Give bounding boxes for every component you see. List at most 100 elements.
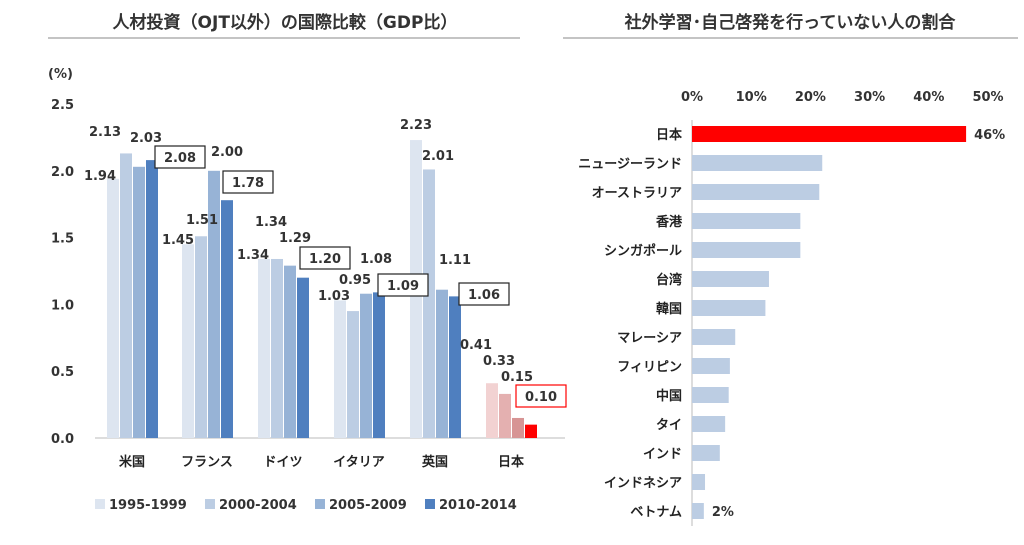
left-bar: [120, 153, 132, 438]
right-bar: [692, 155, 823, 171]
right-category-label: インドネシア: [604, 476, 682, 491]
right-bar: [692, 126, 967, 142]
left-value-labels: 1.94 2.13 2.032.08 1.45 1.51 2.00 1.78 1.34 1.34…: [84, 118, 567, 408]
right-category-label: タイ: [656, 418, 682, 433]
legend-swatch: [425, 499, 435, 509]
right-category-label: マレーシア: [617, 331, 682, 346]
right-bar: [692, 358, 730, 374]
right-value-label: 2%: [712, 505, 734, 520]
legend-label: 2000-2004: [219, 498, 297, 513]
right-bar: [692, 445, 720, 461]
left-bar: [499, 393, 511, 438]
left-value-label: 1.94: [84, 169, 116, 184]
left-value-label: 1.34: [237, 248, 269, 263]
right-bar: [692, 387, 729, 403]
right-category-label: 日本: [656, 127, 682, 143]
left-value-box: [458, 282, 510, 306]
left-value-label: 2.13: [89, 125, 121, 140]
right-x-tick: 20%: [795, 90, 826, 105]
right-x-tick: 10%: [736, 90, 767, 105]
right-category-label: 香港: [655, 214, 683, 230]
left-bar: [360, 293, 372, 438]
right-x-tick: 0%: [681, 90, 703, 105]
right-category-label: ベトナム: [630, 505, 682, 520]
right-x-tick: 40%: [913, 90, 944, 105]
legend-label: 2010-2014: [439, 498, 517, 513]
right-x-tick: 50%: [972, 90, 1003, 105]
left-bar: [195, 236, 207, 438]
left-bar: [423, 169, 435, 439]
left-bar: [258, 258, 270, 438]
right-bar: [692, 503, 704, 519]
left-value-label: 1.51: [186, 213, 218, 228]
right-bar: [692, 213, 801, 229]
left-category-label: 米国: [119, 454, 145, 470]
right-category-label: 中国: [656, 388, 682, 404]
right-bar: [692, 474, 706, 490]
left-value-box: [222, 170, 274, 194]
left-value-box: [154, 145, 206, 169]
left-value-box: [515, 384, 567, 408]
right-bar: [692, 184, 820, 200]
left-category-label: 英国: [421, 454, 448, 470]
left-value-label: 0.41: [460, 338, 492, 353]
left-chart-title: 人材投資（OJT以外）の国際比較（GDP比）: [113, 12, 458, 33]
left-bar: [334, 300, 346, 438]
left-value-label: 1.06: [468, 288, 500, 303]
left-value-label: 1.09: [387, 279, 419, 294]
left-category-labels: 米国 フランス ドイツ イタリア 英国 日本: [119, 454, 524, 470]
left-category-label: イタリア: [333, 455, 384, 470]
right-category-label: 韓国: [656, 301, 682, 317]
left-value-label: 0.10: [525, 390, 557, 405]
left-y-unit: (%): [48, 67, 73, 82]
left-value-box: [299, 246, 351, 270]
right-value-labels: 46% 2%: [712, 128, 1005, 520]
left-value-label: 1.03: [318, 289, 350, 304]
right-bar: [692, 242, 801, 258]
left-value-label: 1.29: [279, 231, 311, 246]
right-x-ticks: 0% 10% 20% 30% 40% 50%: [681, 90, 1004, 105]
left-y-tick: 1.5: [51, 232, 74, 247]
left-value-box: [377, 273, 429, 297]
right-bar: [692, 416, 726, 432]
left-bar: [271, 258, 283, 438]
legend-swatch: [95, 499, 105, 509]
right-bar: [692, 329, 736, 345]
left-value-label: 1.45: [162, 233, 194, 248]
left-value-label: 0.95: [339, 273, 371, 288]
left-bar: [373, 292, 385, 438]
left-value-label: 2.01: [422, 149, 454, 164]
left-y-tick: 0.0: [51, 432, 74, 447]
legend-label: 1995-1999: [109, 498, 187, 513]
left-bar: [486, 383, 498, 438]
right-category-label: オーストラリア: [592, 186, 682, 201]
left-bar: [449, 296, 461, 438]
left-bar: [133, 166, 145, 439]
left-y-tick: 0.5: [51, 365, 74, 380]
left-value-label: 1.11: [439, 253, 471, 268]
right-category-label: インド: [643, 447, 682, 462]
left-value-label: 0.15: [501, 370, 533, 385]
right-chart-title: 社外学習･自己啓発を行っていない人の割合: [624, 12, 957, 33]
left-y-ticks: 0.0 0.5 1.0 1.5 2.0 2.5: [51, 98, 74, 447]
left-value-label: 2.03: [130, 131, 162, 146]
left-legend: 1995-1999 2000-2004 2005-2009 2010-2014: [95, 498, 517, 513]
right-category-labels: 日本ニュージーランドオーストラリア香港シンガポール台湾韓国マレーシアフィリピン中…: [578, 127, 683, 520]
right-x-tick: 30%: [854, 90, 885, 105]
right-category-label: シンガポール: [604, 243, 682, 259]
left-value-label: 1.20: [309, 252, 341, 267]
left-value-label: 1.78: [232, 176, 264, 191]
left-bar: [284, 265, 296, 438]
right-category-label: ニュージーランド: [578, 157, 682, 172]
right-category-label: 台湾: [656, 272, 682, 288]
left-value-label: 0.33: [483, 354, 515, 369]
left-bar: [107, 178, 119, 439]
left-bar: [436, 289, 448, 438]
left-bar: [525, 424, 537, 438]
left-value-label: 2.00: [211, 145, 243, 160]
left-category-label: フランス: [181, 455, 233, 470]
left-bar: [221, 200, 233, 438]
left-y-tick: 2.5: [51, 98, 74, 113]
left-bar: [182, 244, 194, 438]
